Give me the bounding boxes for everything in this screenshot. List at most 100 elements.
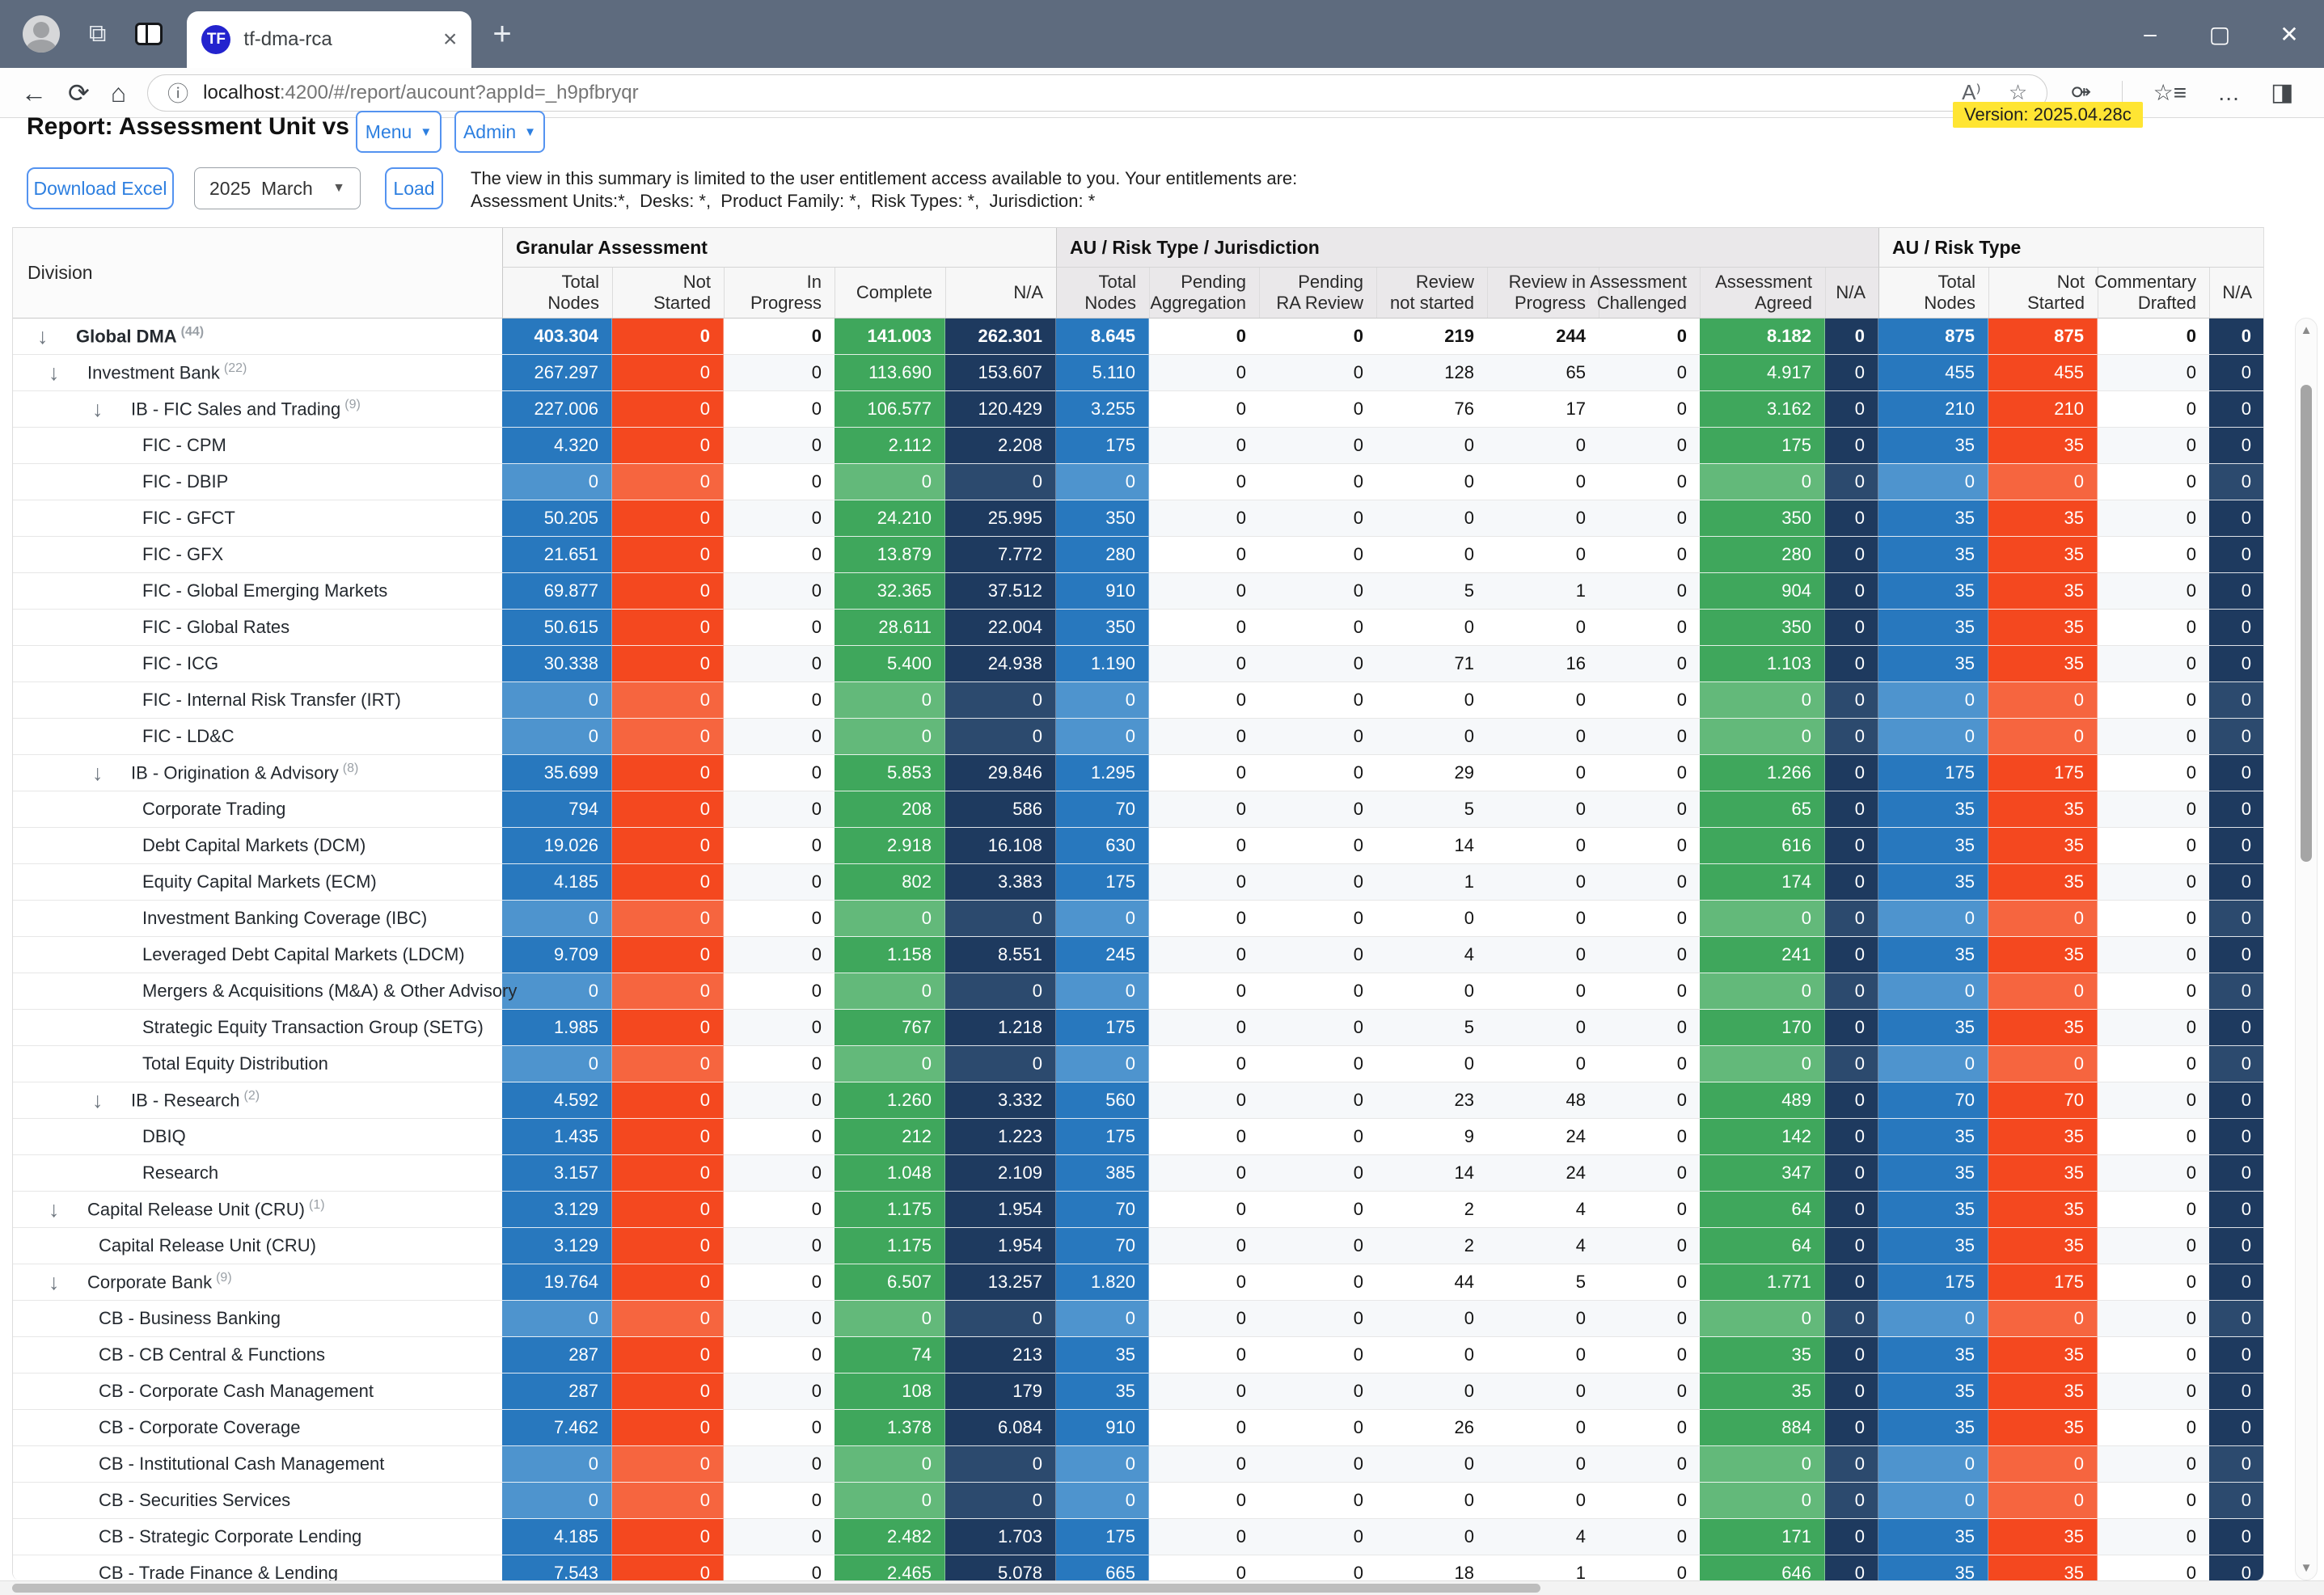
collapse-arrow-icon[interactable]: ↓ bbox=[92, 1087, 104, 1112]
value-cell: 0 bbox=[724, 1373, 835, 1410]
profile-avatar-icon[interactable] bbox=[23, 15, 60, 53]
home-icon[interactable]: ⌂ bbox=[110, 78, 127, 108]
value-cell: 0 bbox=[1056, 1446, 1149, 1483]
value-cell: 0 bbox=[1149, 573, 1259, 610]
minimize-icon[interactable]: – bbox=[2144, 21, 2157, 46]
tab-close-icon[interactable]: × bbox=[442, 26, 458, 53]
value-cell: 4.917 bbox=[1700, 355, 1825, 391]
value-cell: 35 bbox=[1878, 1410, 1988, 1446]
division-label: Mergers & Acquisitions (M&A) & Other Adv… bbox=[142, 981, 518, 1001]
value-cell: 0 bbox=[1599, 1410, 1700, 1446]
value-cell: 0 bbox=[1825, 1446, 1878, 1483]
value-cell: 1.266 bbox=[1700, 755, 1825, 791]
value-cell: 5 bbox=[1376, 1010, 1487, 1046]
address-bar[interactable]: ⓘ localhost :4200/#/report/aucount?appId… bbox=[147, 74, 2048, 112]
collapse-arrow-icon[interactable]: ↓ bbox=[37, 323, 49, 348]
value-cell: 0 bbox=[1487, 937, 1599, 973]
value-cell: 0 bbox=[502, 1483, 612, 1519]
sidebar-icon[interactable]: ◨ bbox=[2271, 79, 2294, 106]
column-header: In Progress bbox=[724, 268, 835, 318]
value-cell: 0 bbox=[2098, 973, 2209, 1010]
value-cell: 0 bbox=[1056, 1301, 1149, 1337]
value-cell: 0 bbox=[2209, 319, 2263, 355]
value-cell: 0 bbox=[1149, 537, 1259, 573]
browser-tab[interactable]: TF tf-dma-rca × bbox=[187, 11, 472, 68]
favorites-bar-icon[interactable]: ☆≡ bbox=[2153, 80, 2187, 105]
value-cell: 0 bbox=[2209, 755, 2263, 791]
vertical-scrollbar[interactable]: ▲ ▼ bbox=[2295, 318, 2318, 1580]
collapse-arrow-icon[interactable]: ↓ bbox=[49, 360, 60, 385]
collapse-arrow-icon[interactable]: ↓ bbox=[49, 1269, 60, 1294]
division-cell[interactable]: ↓ Capital Release Unit (CRU) (1) bbox=[13, 1192, 502, 1228]
value-cell: 0 bbox=[612, 755, 724, 791]
browser-toolbar: ← ⟳ ⌂ ⓘ localhost :4200/#/report/aucount… bbox=[0, 68, 2324, 118]
horizontal-scrollbar[interactable] bbox=[0, 1580, 2324, 1595]
collapse-arrow-icon[interactable]: ↓ bbox=[92, 396, 104, 421]
division-cell[interactable]: ↓ IB - Origination & Advisory (8) bbox=[13, 755, 502, 791]
maximize-icon[interactable]: ▢ bbox=[2208, 21, 2231, 47]
vertical-scrollbar-thumb[interactable] bbox=[2301, 385, 2312, 862]
value-cell: 35 bbox=[1878, 1010, 1988, 1046]
division-cell[interactable]: ↓ Corporate Bank (9) bbox=[13, 1264, 502, 1301]
value-cell: 0 bbox=[1878, 1301, 1988, 1337]
value-cell: 0 bbox=[1700, 719, 1825, 755]
scroll-down-icon[interactable]: ▼ bbox=[2300, 1561, 2313, 1575]
new-tab-icon[interactable]: + bbox=[492, 15, 512, 52]
value-cell: 0 bbox=[1599, 1337, 1700, 1373]
vertical-tabs-icon[interactable] bbox=[135, 23, 163, 45]
value-cell: 35 bbox=[1878, 1337, 1988, 1373]
value-cell: 35 bbox=[1878, 1228, 1988, 1264]
tab-groups-icon[interactable]: ⧉ bbox=[89, 20, 107, 47]
value-cell: 175 bbox=[1056, 1119, 1149, 1155]
value-cell: 0 bbox=[1825, 973, 1878, 1010]
table-row: Corporate Trading 794 0 0 208 586 70 0 0 5 0 0 65 0 35… bbox=[13, 791, 2263, 828]
value-cell: 0 bbox=[724, 1046, 835, 1082]
collapse-arrow-icon[interactable]: ↓ bbox=[49, 1196, 60, 1222]
division-label: CB - Institutional Cash Management bbox=[99, 1454, 385, 1474]
division-cell[interactable]: ↓ Global DMA (44) bbox=[13, 319, 502, 355]
value-cell: 35 bbox=[1878, 1373, 1988, 1410]
load-button[interactable]: Load bbox=[385, 167, 443, 209]
period-select[interactable]: 2025 March ▼ bbox=[194, 167, 361, 209]
read-aloud-icon[interactable]: A⁾ bbox=[1962, 80, 1981, 104]
value-cell: 64 bbox=[1700, 1192, 1825, 1228]
value-cell: 35 bbox=[1878, 1192, 1988, 1228]
back-icon[interactable]: ← bbox=[21, 78, 47, 108]
value-cell: 70 bbox=[1056, 1192, 1149, 1228]
value-cell: 0 bbox=[612, 1410, 724, 1446]
value-cell: 0 bbox=[1259, 1264, 1376, 1301]
menu-button[interactable]: Menu ▼ bbox=[356, 111, 442, 153]
division-label: Total Equity Distribution bbox=[142, 1053, 328, 1074]
table-row: CB - Securities Services 0 0 0 0 0 0 0 0 0 0 0 0 0 0 0 0… bbox=[13, 1483, 2263, 1519]
column-header: Total Nodes bbox=[1056, 268, 1149, 318]
collapse-arrow-icon[interactable]: ↓ bbox=[92, 760, 104, 785]
division-cell: FIC - DBIP bbox=[13, 464, 502, 500]
more-menu-icon[interactable]: … bbox=[2217, 79, 2241, 105]
extensions-icon[interactable]: ⚩ bbox=[2072, 80, 2091, 105]
division-cell[interactable]: ↓ IB - Research (2) bbox=[13, 1082, 502, 1119]
value-cell: 0 bbox=[1825, 1228, 1878, 1264]
site-info-icon[interactable]: ⓘ bbox=[167, 82, 189, 106]
table-row: ↓ Capital Release Unit (CRU) (1) 3.129 0 0 1.1… bbox=[13, 1192, 2263, 1228]
value-cell: 0 bbox=[612, 646, 724, 682]
value-cell: 0 bbox=[2098, 755, 2209, 791]
close-window-icon[interactable]: ✕ bbox=[2280, 21, 2299, 47]
value-cell: 0 bbox=[2098, 355, 2209, 391]
value-cell: 0 bbox=[1988, 719, 2098, 755]
refresh-icon[interactable]: ⟳ bbox=[68, 78, 90, 108]
division-cell[interactable]: ↓ IB - FIC Sales and Trading (9) bbox=[13, 391, 502, 428]
favorite-star-icon[interactable]: ☆ bbox=[2008, 80, 2028, 104]
value-cell: 0 bbox=[2098, 1519, 2209, 1555]
tab-strip: ⧉ TF tf-dma-rca × + – ▢ ✕ bbox=[0, 0, 2324, 68]
division-cell[interactable]: ↓ Investment Bank (22) bbox=[13, 355, 502, 391]
horizontal-scrollbar-thumb[interactable] bbox=[12, 1584, 1540, 1593]
value-cell: 0 bbox=[2209, 537, 2263, 573]
column-header: Complete bbox=[835, 268, 945, 318]
value-cell: 0 bbox=[502, 973, 612, 1010]
download-excel-button[interactable]: Download Excel bbox=[27, 167, 174, 209]
value-cell: 0 bbox=[1376, 464, 1487, 500]
admin-button[interactable]: Admin ▼ bbox=[454, 111, 545, 153]
value-cell: 0 bbox=[1056, 1483, 1149, 1519]
table-row: FIC - GFCT 50.205 0 0 24.210 25.995 350 0 0 0 0 0 35… bbox=[13, 500, 2263, 537]
scroll-up-icon[interactable]: ▲ bbox=[2300, 323, 2313, 337]
